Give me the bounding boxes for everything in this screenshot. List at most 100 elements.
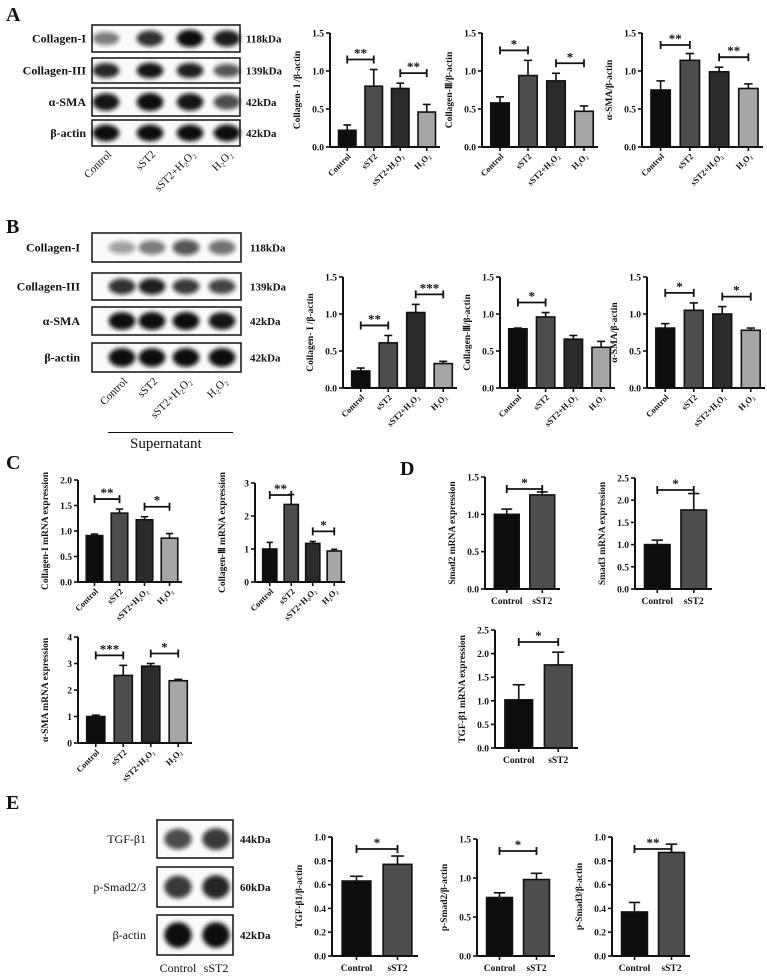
bar — [364, 85, 384, 148]
x-tick-label: sST2 — [531, 392, 551, 412]
significance-bracket — [414, 290, 445, 299]
significance-bracket — [93, 495, 121, 504]
bar — [160, 537, 179, 583]
blot-row: Collagen-III 139kDa — [23, 57, 283, 84]
western-blot-b: Collagen-I 118kDa Collagen-III 139kDa α-SMA 4… — [17, 232, 287, 421]
blot-row: p-Smad2/3 60kDa — [93, 866, 271, 908]
y-tick-label: 0.4 — [314, 905, 326, 915]
blot-band — [213, 124, 241, 142]
blot-row-label: TGF-β1 — [107, 832, 146, 846]
blot-lane-label: sST2 — [204, 961, 229, 975]
y-tick-label: 3 — [244, 480, 249, 490]
significance-bracket — [659, 41, 691, 49]
y-tick-label: 0.5 — [617, 563, 629, 573]
y-tick-label: 0.5 — [464, 106, 476, 116]
y-tick-label: 0.4 — [594, 905, 606, 915]
significance-label: * — [511, 36, 518, 51]
significance-bracket — [499, 46, 529, 55]
y-tick-label: 1.5 — [325, 274, 337, 284]
blot-band — [202, 828, 230, 850]
bar — [643, 543, 671, 590]
bar — [712, 313, 733, 389]
blot-band — [202, 922, 230, 948]
bar — [655, 327, 676, 389]
significance-bracket — [633, 845, 673, 853]
significance-label: ** — [354, 45, 367, 60]
bar — [85, 534, 104, 583]
y-axis-label: α-SMA mRNA expression — [41, 637, 51, 742]
bar — [563, 338, 584, 389]
significance-bracket — [555, 59, 585, 68]
bar — [326, 550, 343, 583]
blot-band — [108, 241, 136, 254]
y-tick-label: 1.0 — [624, 68, 636, 78]
y-tick-label: 0.0 — [325, 385, 337, 395]
blot-lane-label: Control — [82, 149, 114, 181]
blot-band — [176, 124, 204, 142]
bar — [341, 880, 372, 957]
x-tick-label: H₂O₂ — [412, 151, 432, 171]
blot-band — [172, 312, 200, 330]
significance-label: ** — [647, 835, 660, 850]
y-tick-label: 1.0 — [464, 68, 476, 78]
bar — [591, 346, 612, 389]
bar — [708, 70, 730, 148]
y-tick-label: 0.0 — [482, 385, 494, 395]
x-tick-label: sST2 — [684, 597, 704, 607]
bar — [737, 87, 759, 148]
blot-row-label: Collagen-III — [23, 64, 87, 78]
significance-bracket — [505, 485, 544, 493]
panel-label-e: E — [6, 792, 20, 814]
x-tick-label: Control — [326, 151, 353, 178]
significance-label: ** — [407, 59, 420, 74]
y-tick-label: 2 — [244, 513, 249, 523]
bar — [140, 665, 161, 744]
y-tick-label: 0.5 — [467, 548, 479, 558]
blot-row: Collagen-I 118kDa — [26, 232, 286, 263]
significance-bracket — [718, 53, 750, 62]
blot-row-label: p-Smad2/3 — [93, 880, 146, 894]
blot-band — [108, 278, 136, 295]
blot-band — [136, 93, 164, 111]
blot-band — [213, 30, 241, 47]
bar — [493, 513, 520, 590]
bar — [543, 664, 573, 749]
x-tick-label: Control — [491, 597, 523, 607]
bar-chart-d-9: 0.0 0.5 1.0 1.5 Control sST2 Smad2 mRNA expres… — [448, 474, 560, 607]
y-axis-label: TGF-β1 mRNA expression — [458, 634, 468, 742]
y-tick-label: 2 — [67, 687, 72, 697]
x-tick-label: Control — [73, 586, 100, 613]
x-tick-label: H₂O₂ — [734, 151, 754, 171]
significance-bracket — [346, 55, 375, 64]
x-tick-label: Control — [503, 756, 535, 766]
bar — [378, 342, 399, 389]
bar — [85, 715, 106, 744]
x-tick-label: Control — [478, 151, 505, 178]
x-tick-label: sST2 — [532, 597, 552, 607]
panel-label-b: B — [6, 216, 20, 238]
bar — [417, 111, 437, 148]
blot-lane-label: H₂O₂ — [210, 149, 235, 174]
blot-band — [108, 348, 136, 367]
y-tick-label: 1.0 — [477, 697, 489, 707]
y-tick-label: 1.5 — [482, 274, 494, 284]
significance-label: ** — [368, 311, 381, 326]
x-tick-label: Control — [74, 747, 101, 774]
bar — [135, 518, 154, 583]
y-tick-label: 0.0 — [629, 385, 641, 395]
x-tick-label: sST2 — [661, 964, 681, 974]
significance-label: ** — [669, 31, 682, 46]
bar — [168, 679, 189, 744]
y-tick-label: 2.5 — [477, 627, 489, 637]
bar — [517, 74, 539, 148]
blot-row-label: Collagen-I — [32, 32, 86, 46]
y-tick-label: 0.6 — [594, 881, 606, 891]
x-tick-label: H₂O₂ — [569, 151, 589, 171]
y-tick-label: 0.0 — [459, 953, 471, 963]
y-axis-label: TGF-β1/β-actin — [295, 864, 305, 928]
y-tick-label: 0.2 — [594, 929, 606, 939]
significance-bracket — [359, 321, 390, 330]
